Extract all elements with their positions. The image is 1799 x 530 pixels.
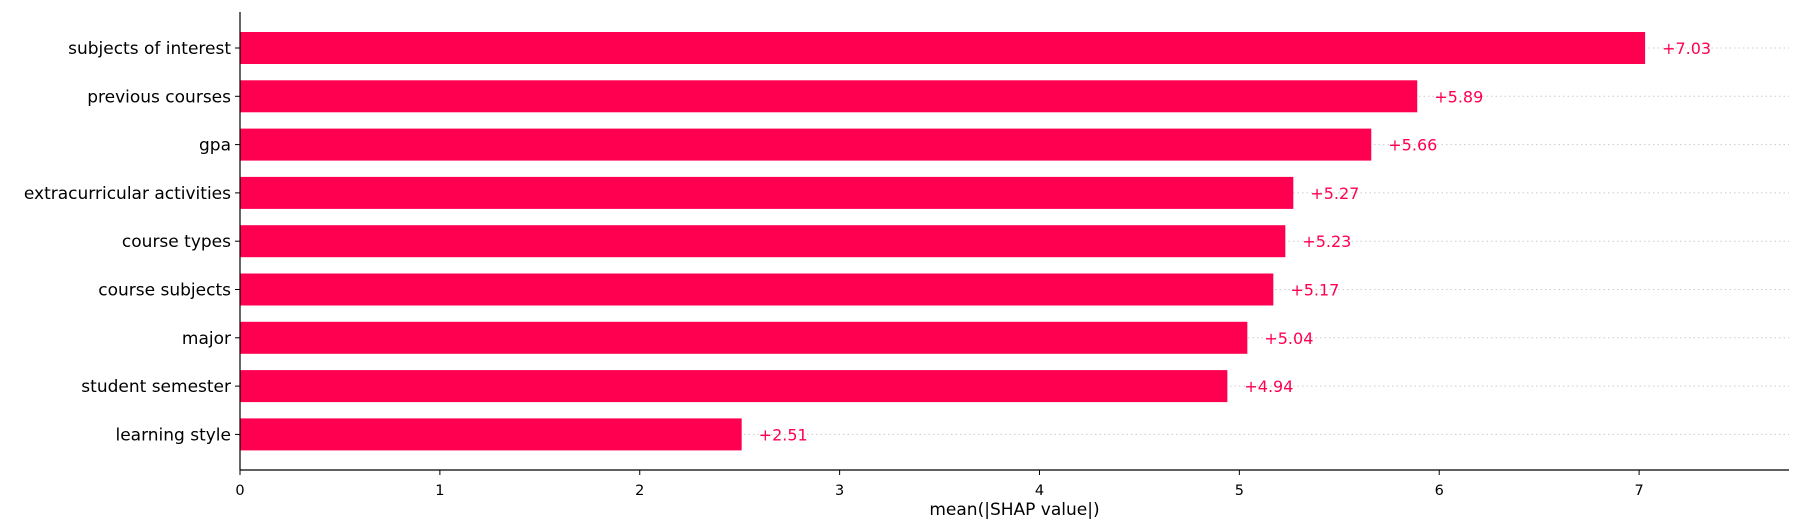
- bar-value-label: +5.66: [1388, 136, 1437, 155]
- x-tick-label: 1: [435, 483, 444, 499]
- bar: [240, 418, 742, 451]
- x-tick-label: 2: [635, 483, 644, 499]
- bar-value-label: +5.17: [1290, 281, 1339, 300]
- bar-value-label: +4.94: [1244, 377, 1293, 396]
- x-tick-label: 6: [1435, 483, 1444, 499]
- y-tick-label: previous courses: [87, 87, 231, 107]
- x-tick-label: 4: [1035, 483, 1044, 499]
- bar: [240, 128, 1372, 161]
- bar-value-label: +7.03: [1662, 39, 1711, 58]
- bar: [240, 225, 1286, 258]
- y-axis-labels: subjects of interest previous courses gpa e…: [24, 39, 240, 445]
- y-tick-label: gpa: [199, 136, 231, 156]
- y-tick-label: subjects of interest: [68, 39, 231, 59]
- y-tick-label: learning style: [115, 425, 231, 445]
- y-tick-label: course types: [122, 232, 231, 252]
- bar-value-label: +5.04: [1264, 329, 1313, 348]
- bar-value-label: +5.27: [1310, 184, 1359, 203]
- bar-value-label: +2.51: [759, 425, 808, 444]
- x-tick-label: 5: [1235, 483, 1244, 499]
- x-tick-label: 0: [235, 483, 244, 499]
- y-tick-label: student semester: [81, 377, 231, 397]
- bar: [240, 321, 1248, 354]
- bars: [240, 32, 1646, 451]
- y-tick-label: major: [182, 329, 231, 349]
- bar-value-label: +5.23: [1302, 232, 1351, 251]
- bar: [240, 32, 1646, 64]
- x-axis-label: mean(|SHAP value|): [929, 500, 1099, 520]
- bar: [240, 80, 1418, 113]
- bar: [240, 176, 1294, 209]
- value-labels: +7.03 +5.89 +5.66 +5.27 +5.23 +5.17 +5.04 +4.94…: [759, 39, 1711, 444]
- x-tick-label: 3: [835, 483, 844, 499]
- x-axis-ticks: 0 1 2 3 4 5 6 7: [235, 470, 1644, 499]
- y-tick-label: extracurricular activities: [24, 184, 231, 204]
- y-tick-label: course subjects: [98, 281, 231, 301]
- x-tick-label: 7: [1634, 483, 1643, 499]
- bar: [240, 273, 1274, 306]
- bar: [240, 370, 1228, 403]
- bar-value-label: +5.89: [1434, 87, 1483, 106]
